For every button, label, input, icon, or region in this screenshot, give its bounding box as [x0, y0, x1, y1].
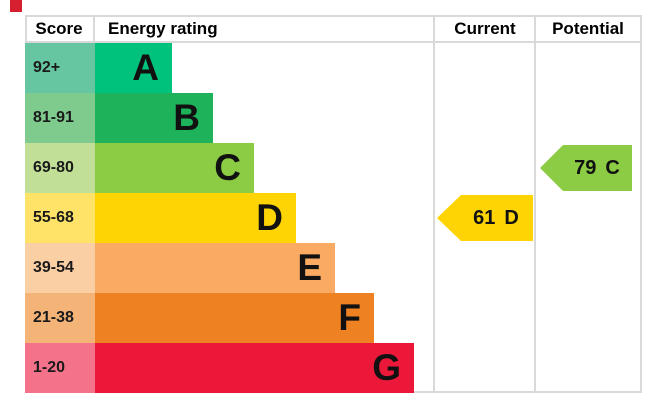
table-top-border	[25, 15, 642, 17]
table-right-border	[640, 15, 642, 393]
band-row-f: 21-38 F	[25, 293, 642, 343]
potential-letter: C	[605, 156, 620, 179]
rating-bar-d: D	[95, 193, 296, 243]
score-cell-a: 92+	[25, 43, 95, 93]
band-letter-a: A	[132, 47, 159, 88]
rating-bar-b: B	[95, 93, 213, 143]
band-letter-g: G	[372, 347, 401, 388]
stray-red-mark	[10, 0, 22, 12]
score-header: Score	[35, 19, 83, 38]
score-column-divider	[93, 15, 95, 43]
rating-bar-e: E	[95, 243, 335, 293]
current-column-divider	[534, 15, 536, 393]
current-letter: D	[504, 206, 519, 229]
band-row-b: 81-91 B	[25, 93, 642, 143]
rating-bar-c: C	[95, 143, 254, 193]
band-letter-c: C	[214, 147, 241, 188]
band-row-e: 39-54 E	[25, 243, 642, 293]
score-cell-g: 1-20	[25, 343, 95, 393]
current-header: Current	[454, 19, 516, 38]
score-cell-c: 69-80	[25, 143, 95, 193]
band-row-g: 1-20 G	[25, 343, 642, 393]
band-letter-d: D	[256, 197, 283, 238]
potential-value: 79	[574, 156, 597, 179]
band-letter-f: F	[338, 297, 361, 338]
band-row-c: 69-80 C	[25, 143, 642, 193]
score-cell-e: 39-54	[25, 243, 95, 293]
rating-bar-a: A	[95, 43, 172, 93]
potential-header: Potential	[552, 19, 624, 38]
header-bottom-border	[25, 41, 642, 43]
rating-column-divider	[433, 15, 435, 393]
score-cell-f: 21-38	[25, 293, 95, 343]
rating-bar-g: G	[95, 343, 414, 393]
band-row-a: 92+ A	[25, 43, 642, 93]
band-letter-b: B	[173, 97, 200, 138]
current-rating-arrow: 61 D	[437, 195, 533, 241]
rating-bar-f: F	[95, 293, 374, 343]
band-rows: 92+ A 81-91 B 69-80 C 55-68 D 39-54 E 21…	[25, 43, 642, 393]
current-value: 61	[473, 206, 496, 229]
score-cell-d: 55-68	[25, 193, 95, 243]
energy-rating-header: Energy rating	[108, 19, 218, 38]
score-cell-b: 81-91	[25, 93, 95, 143]
band-row-d: 55-68 D	[25, 193, 642, 243]
band-letter-e: E	[297, 247, 322, 288]
header-left-border	[25, 15, 27, 43]
